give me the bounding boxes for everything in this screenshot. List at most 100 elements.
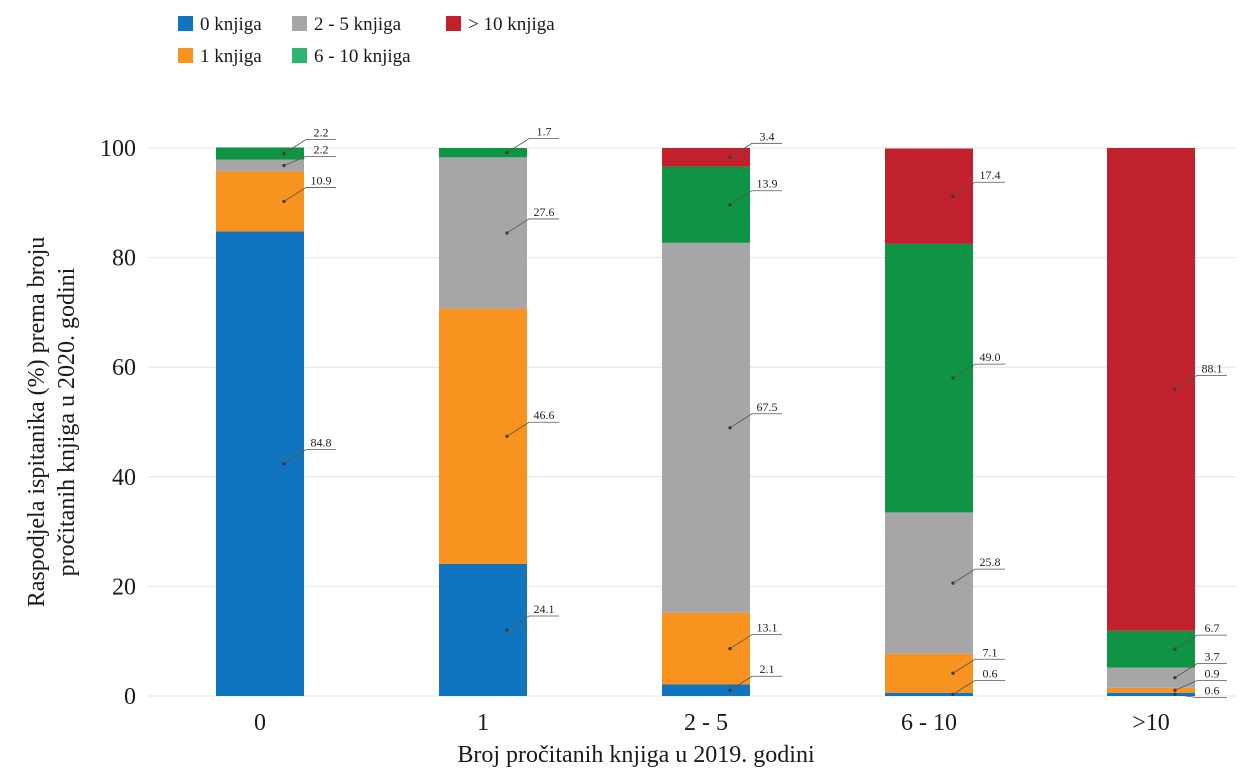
- label-leader-line: [506, 138, 559, 153]
- bar-segment-1-knjiga-cat-4: [1107, 687, 1195, 693]
- bar-segment-2-5-knjiga-cat-2: [662, 242, 750, 613]
- label-leader-line: [952, 363, 1005, 379]
- bar-segment-6-10-knjiga-cat-2: [662, 166, 750, 243]
- label-leader-line: [729, 634, 782, 649]
- label-leader-line: [283, 187, 336, 202]
- legend-item-2-5-knjiga: 2 - 5 knjiga: [292, 14, 402, 35]
- label-leader-line: [283, 139, 336, 154]
- legend-swatch: [292, 48, 307, 63]
- bar-segment-1-knjiga-cat-2: [662, 612, 750, 685]
- data-label-1-knjiga-cat-0: 10.9: [311, 173, 332, 187]
- label-leader-line: [506, 615, 559, 631]
- y-tick-label: 60: [112, 355, 136, 381]
- x-tick-label: 2 - 5: [684, 710, 728, 736]
- label-leader-line: [1174, 374, 1227, 390]
- label-leader-line: [729, 142, 782, 158]
- bar-segment-6-10-knjiga-cat-4: [1107, 630, 1195, 668]
- data-labels: 2.2 2.2 10.9 84.8 1.7 27.6 46.6 24.1 3.4 13.9 67.5…: [282, 125, 1227, 699]
- label-leader-line: [506, 218, 559, 234]
- bar-segment-2-5-knjiga-cat-0: [216, 159, 304, 172]
- bar-segment-1-knjiga-cat-3: [885, 653, 973, 693]
- x-tick-label: 6 - 10: [901, 710, 957, 736]
- label-leader-line: [283, 156, 336, 166]
- bar-segment-10-knjiga-cat-4: [1107, 148, 1195, 631]
- data-label-2-5-knjiga-cat-3: 25.8: [980, 555, 1001, 569]
- data-label-2-5-knjiga-cat-0: 2.2: [314, 142, 329, 156]
- data-label-1-knjiga-cat-4: 0.9: [1205, 667, 1220, 681]
- legend-item-1-knjiga: 1 knjiga: [178, 46, 262, 67]
- data-label-6-10-knjiga-cat-1: 1.7: [537, 125, 552, 139]
- bar-segment-0-knjiga-cat-1: [439, 563, 527, 696]
- data-label-2-5-knjiga-cat-1: 27.6: [534, 205, 555, 219]
- label-leader-line: [952, 181, 1005, 197]
- data-label-10-knjiga-cat-4: 88.1: [1202, 361, 1223, 375]
- legend-item-0-knjiga: 0 knjiga: [178, 14, 262, 35]
- label-leader-line: [729, 190, 782, 206]
- bar-segment-0-knjiga-cat-3: [885, 692, 973, 696]
- y-tick-label: 40: [112, 465, 136, 491]
- label-leader-line: [1174, 693, 1227, 699]
- y-tick-label: 80: [112, 246, 136, 272]
- x-axis-label: Broj pročitanih knjiga u 2019. godini: [457, 742, 815, 768]
- data-label-6-10-knjiga-cat-3: 49.0: [980, 350, 1001, 364]
- bar-segment-10-knjiga-cat-2: [662, 148, 750, 167]
- label-leader-line: [1174, 663, 1227, 678]
- label-leader-line: [729, 675, 782, 691]
- legend-label: 2 - 5 knjiga: [314, 14, 402, 35]
- bar-segment-2-5-knjiga-cat-4: [1107, 667, 1195, 688]
- x-tick-label: 0: [254, 710, 266, 736]
- legend-item-10-knjiga: > 10 knjiga: [446, 14, 555, 35]
- bar-segment-1-knjiga-cat-0: [216, 171, 304, 232]
- data-label-1-knjiga-cat-3: 7.1: [983, 645, 998, 659]
- legend: 0 knjiga 1 knjiga 2 - 5 knjiga 6 - 10 knjig…: [178, 14, 555, 67]
- legend-swatch: [178, 16, 193, 31]
- label-leader-line: [952, 658, 1005, 674]
- label-leader-line: [1174, 680, 1227, 691]
- data-label-1-knjiga-cat-1: 46.6: [534, 408, 555, 422]
- data-label-0-knjiga-cat-1: 24.1: [534, 602, 555, 616]
- label-leader-line: [952, 679, 1005, 695]
- legend-swatch: [292, 16, 307, 31]
- label-leader-line: [729, 413, 782, 429]
- data-label-10-knjiga-cat-3: 17.4: [980, 168, 1001, 182]
- data-label-0-knjiga-cat-3: 0.6: [983, 666, 998, 680]
- data-label-2-5-knjiga-cat-4: 3.7: [1205, 650, 1220, 664]
- label-leader-line: [952, 568, 1005, 584]
- legend-swatch: [446, 16, 461, 31]
- bar-segment-2-5-knjiga-cat-3: [885, 512, 973, 654]
- bar-segment-10-knjiga-cat-3: [885, 148, 973, 244]
- bar-segment-0-knjiga-cat-0: [216, 231, 304, 696]
- bar-segment-2-5-knjiga-cat-1: [439, 157, 527, 309]
- bar-segment-6-10-knjiga-cat-3: [885, 243, 973, 513]
- bar-segment-6-10-knjiga-cat-1: [439, 148, 527, 158]
- legend-label: 6 - 10 knjiga: [314, 46, 411, 67]
- bar-segment-0-knjiga-cat-2: [662, 684, 750, 696]
- data-label-6-10-knjiga-cat-0: 2.2: [314, 125, 329, 139]
- y-tick-label: 0: [124, 684, 136, 710]
- label-leader-line: [283, 449, 336, 464]
- data-label-0-knjiga-cat-4: 0.6: [1205, 684, 1220, 698]
- legend-label: 0 knjiga: [200, 14, 262, 35]
- y-axis-label-line2: pročitanih knjiga u 2020. godini: [54, 267, 80, 576]
- y-tick-label: 100: [100, 136, 136, 162]
- data-label-10-knjiga-cat-2: 3.4: [760, 129, 775, 143]
- legend-item-6-10-knjiga: 6 - 10 knjiga: [292, 46, 411, 67]
- label-leader-line: [506, 421, 559, 437]
- y-axis-label-line1: Raspodjela ispitanika (%) prema broju: [24, 237, 50, 608]
- legend-label: 1 knjiga: [200, 46, 262, 67]
- bar-segment-0-knjiga-cat-4: [1107, 692, 1195, 696]
- y-tick-label: 20: [112, 574, 136, 600]
- data-label-1-knjiga-cat-2: 13.1: [757, 621, 778, 635]
- data-label-0-knjiga-cat-0: 84.8: [311, 436, 332, 450]
- data-label-6-10-knjiga-cat-2: 13.9: [757, 177, 778, 191]
- x-tick-label: >10: [1132, 710, 1170, 736]
- x-axis-ticks: 0 1 2 - 5 6 - 10 >10: [254, 710, 1170, 736]
- bar-segment-6-10-knjiga-cat-0: [216, 147, 304, 160]
- bar-segment-1-knjiga-cat-1: [439, 308, 527, 564]
- data-label-6-10-knjiga-cat-4: 6.7: [1205, 621, 1220, 635]
- x-tick-label: 1: [477, 710, 489, 736]
- data-label-0-knjiga-cat-2: 2.1: [760, 662, 775, 676]
- bars: [216, 147, 1195, 696]
- legend-label: > 10 knjiga: [468, 14, 555, 35]
